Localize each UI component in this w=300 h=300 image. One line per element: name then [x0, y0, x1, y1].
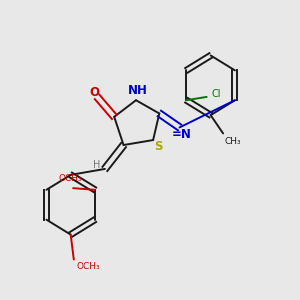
Text: OCH₃: OCH₃ — [77, 262, 100, 271]
Text: CH₃: CH₃ — [225, 137, 241, 146]
Text: OCH₃: OCH₃ — [59, 174, 82, 183]
Text: S: S — [154, 140, 163, 152]
Text: O: O — [89, 86, 99, 99]
Text: =N: =N — [172, 128, 192, 141]
Text: Cl: Cl — [211, 89, 221, 99]
Text: H: H — [92, 160, 100, 170]
Text: NH: NH — [128, 84, 148, 98]
